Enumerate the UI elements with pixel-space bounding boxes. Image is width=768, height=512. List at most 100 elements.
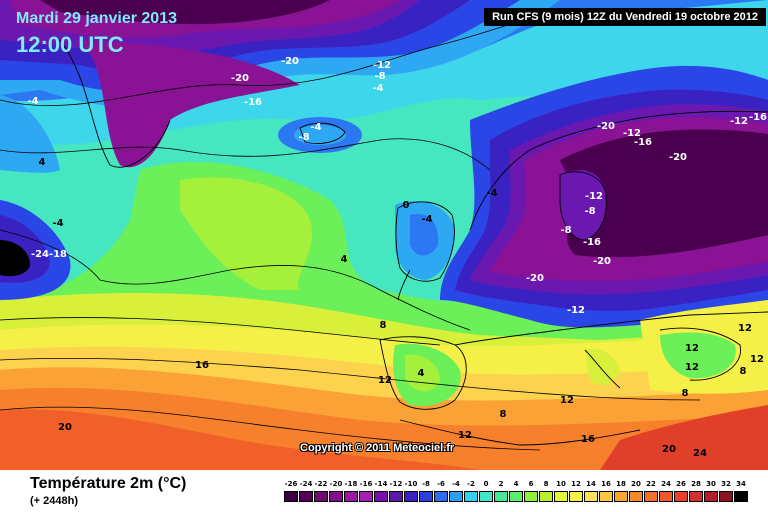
isotherm-label: 16: [195, 360, 209, 371]
lead-time: (+ 2448h): [30, 495, 78, 507]
field-redorange: [0, 409, 480, 470]
field-red: [600, 405, 768, 470]
legend-swatch: [629, 491, 643, 502]
legend-swatch: [719, 491, 733, 502]
isotherm-label: 12: [738, 323, 752, 334]
isotherm-label: -4: [486, 188, 497, 199]
legend-tick-label: -16: [359, 480, 373, 488]
isotherm-label: 20: [58, 422, 72, 433]
field-uk-inner: [410, 214, 439, 256]
copyright: Copyright © 2011 Meteociel.fr: [300, 442, 455, 454]
isotherm-label: 12: [560, 395, 574, 406]
legend-swatch: [449, 491, 463, 502]
legend-tick-label: 26: [676, 480, 686, 488]
legend-swatch: [539, 491, 553, 502]
legend-swatch: [704, 491, 718, 502]
forecast-time: 12:00 UTC: [16, 32, 124, 57]
legend-swatch: [644, 491, 658, 502]
legend-tick-label: -14: [374, 480, 388, 488]
legend-tick-label: -20: [329, 480, 343, 488]
isotherm-labels: -20-20-16-12-8-4-4-4-84-4-24 -18 40-4-4-20…: [27, 56, 767, 459]
legend-tick-label: -2: [467, 480, 475, 488]
legend-tick-label: 18: [616, 480, 626, 488]
legend-tick-label: -10: [404, 480, 418, 488]
legend-swatch: [479, 491, 493, 502]
legend-tick-label: 30: [706, 480, 716, 488]
isotherm-label: 20: [662, 444, 676, 455]
temperature-map: -20 -20 -16 -12 -8 -4 -4 -4 -8 4 -4 -24 -18 4 0 -4 -4 -20…: [0, 0, 768, 470]
legend-swatch: [344, 491, 358, 502]
isotherm-label: -24: [31, 249, 49, 260]
isotherm-label: -16: [634, 137, 652, 148]
isotherm-label: -4: [310, 122, 321, 133]
forecast-date: Mardi 29 janvier 2013: [16, 10, 177, 27]
isotherm-label: 8: [500, 409, 507, 420]
field-cold-deep: [40, 0, 330, 25]
isotherm-label: -4: [421, 214, 432, 225]
isotherm-label: -8: [374, 71, 385, 82]
isotherm-label: 24: [693, 448, 707, 459]
legend-tick-label: -24: [299, 480, 313, 488]
legend-swatch: [554, 491, 568, 502]
legend-swatch: [374, 491, 388, 502]
field-se-green: [660, 332, 736, 379]
legend-tick-label: 2: [498, 480, 504, 488]
legend-tick-label: -22: [314, 480, 328, 488]
legend-tick-label: 12: [571, 480, 581, 488]
legend-tick-label: -26: [284, 480, 298, 488]
legend-swatch: [404, 491, 418, 502]
legend-tick-label: -4: [452, 480, 460, 488]
isotherm-label: -20: [669, 152, 687, 163]
legend-swatch: [509, 491, 523, 502]
isotherm-label: 12: [685, 362, 699, 373]
legend-tick-label: 20: [631, 480, 641, 488]
isotherm-label: -8: [298, 132, 309, 143]
legend-tick-label: 6: [528, 480, 534, 488]
legend-swatch: [674, 491, 688, 502]
legend-tick-label: 16: [601, 480, 611, 488]
isotherm-label: -12: [373, 60, 391, 71]
legend-tick-label: 4: [513, 480, 519, 488]
variable-title: Température 2m (°C): [30, 475, 187, 492]
legend-tick-label: 10: [556, 480, 566, 488]
legend-swatch: [569, 491, 583, 502]
legend-tick-label: 32: [721, 480, 731, 488]
isotherm-label: 4: [39, 157, 46, 168]
legend-tick-label: 34: [736, 480, 746, 488]
isotherm-label: -4: [372, 83, 383, 94]
legend-swatch: [359, 491, 373, 502]
isotherm-label: -18: [49, 249, 67, 260]
legend-swatch: [524, 491, 538, 502]
legend-tick-label: -8: [422, 480, 430, 488]
legend-tick-label: 8: [543, 480, 549, 488]
isotherm-label: -20: [597, 121, 615, 132]
field-italy: [585, 348, 620, 386]
isotherm-label: 16: [581, 434, 595, 445]
legend-swatch: [584, 491, 598, 502]
field-east-deep: [560, 129, 768, 258]
field-iceland: [294, 125, 346, 145]
legend-swatch: [494, 491, 508, 502]
field-canada-deep: [0, 240, 30, 277]
isotherm-label: -12: [585, 191, 603, 202]
isotherm-label: -12: [730, 116, 748, 127]
isotherm-label: -4: [27, 96, 38, 107]
isotherm-label: 8: [380, 320, 387, 331]
field-cold-lab: [0, 95, 60, 173]
isotherm-label: 8: [740, 366, 747, 377]
isotherm-label: 12: [458, 430, 472, 441]
isotherm-label: -8: [584, 206, 595, 217]
isotherms: [0, 9, 701, 451]
legend-tick-label: 28: [691, 480, 701, 488]
legend-tick-label: -12: [389, 480, 403, 488]
isotherm-label: 8: [682, 388, 689, 399]
legend-swatch: [599, 491, 613, 502]
isotherm-label: 0: [403, 200, 410, 211]
legend-swatch: [389, 491, 403, 502]
footer: Température 2m (°C) (+ 2448h) -26 -24 -22-…: [0, 470, 768, 512]
legend-tick-label: -6: [437, 480, 445, 488]
legend-tick-label: -18: [344, 480, 358, 488]
legend-swatch: [329, 491, 343, 502]
isotherm-label: -12: [623, 128, 641, 139]
coastlines: [59, 39, 768, 446]
